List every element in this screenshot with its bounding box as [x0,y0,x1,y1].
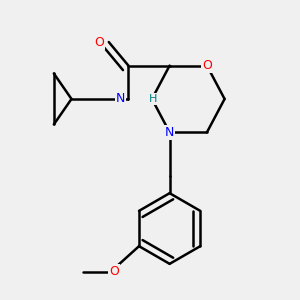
Text: H: H [148,94,157,104]
Text: O: O [109,265,119,278]
Text: N: N [116,92,125,106]
Text: O: O [202,59,212,72]
Text: O: O [94,35,104,49]
Text: N: N [165,126,174,139]
